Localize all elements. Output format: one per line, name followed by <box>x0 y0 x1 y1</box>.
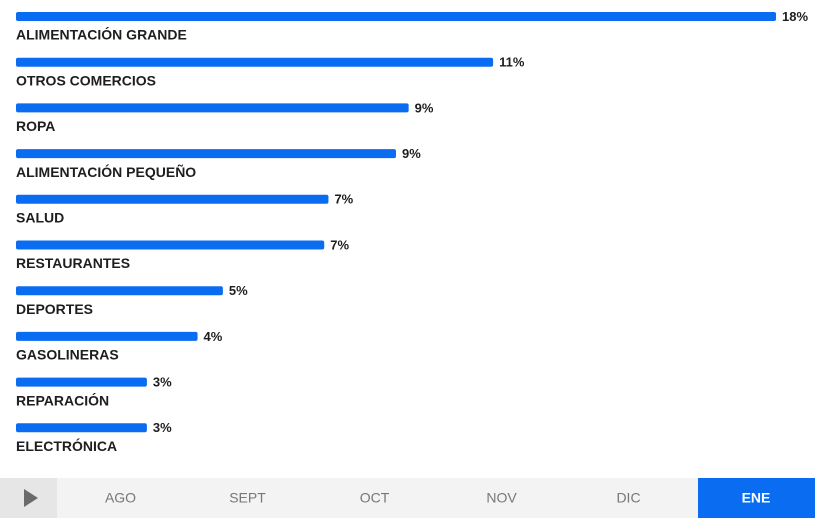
value-label: 7% <box>334 192 353 207</box>
category-label: REPARACIÓN <box>16 391 109 408</box>
value-label: 5% <box>229 283 248 298</box>
timeline-tab[interactable]: SEPT <box>229 490 266 506</box>
value-label: 11% <box>499 55 525 70</box>
timeline-tab[interactable]: ENE <box>742 490 771 506</box>
timeline-tab[interactable]: DIC <box>616 490 640 506</box>
value-label: 3% <box>153 375 172 390</box>
bar <box>16 194 329 204</box>
timeline-tab[interactable]: OCT <box>360 490 390 506</box>
bar <box>16 57 494 67</box>
timeline-tab[interactable]: NOV <box>486 490 517 506</box>
value-label: 9% <box>402 146 421 161</box>
bar <box>16 423 147 433</box>
timeline-tab[interactable]: AGO <box>105 490 136 506</box>
category-label: OTROS COMERCIOS <box>16 72 156 88</box>
bar <box>16 331 198 341</box>
bar <box>16 12 776 21</box>
value-label: 18% <box>782 9 808 24</box>
category-label: RESTAURANTES <box>16 255 130 271</box>
category-label: ROPA <box>16 118 55 134</box>
category-label: ALIMENTACIÓN PEQUEÑO <box>16 163 196 180</box>
value-label: 3% <box>153 420 172 435</box>
value-label: 9% <box>415 100 434 115</box>
category-label: SALUD <box>16 210 64 226</box>
bar <box>16 103 409 113</box>
category-label: ALIMENTACIÓN GRANDE <box>16 26 187 43</box>
bar <box>16 240 325 250</box>
value-label: 7% <box>330 237 349 252</box>
value-label: 4% <box>204 329 223 344</box>
bar <box>16 149 396 159</box>
timeline-bar <box>0 478 815 518</box>
category-label: DEPORTES <box>16 301 93 317</box>
bar <box>16 377 147 387</box>
active-tab[interactable] <box>698 478 815 518</box>
bar <box>16 286 223 296</box>
category-label: GASOLINERAS <box>16 347 119 363</box>
play-icon[interactable] <box>24 489 38 507</box>
category-label: ELECTRÓNICA <box>16 437 117 454</box>
